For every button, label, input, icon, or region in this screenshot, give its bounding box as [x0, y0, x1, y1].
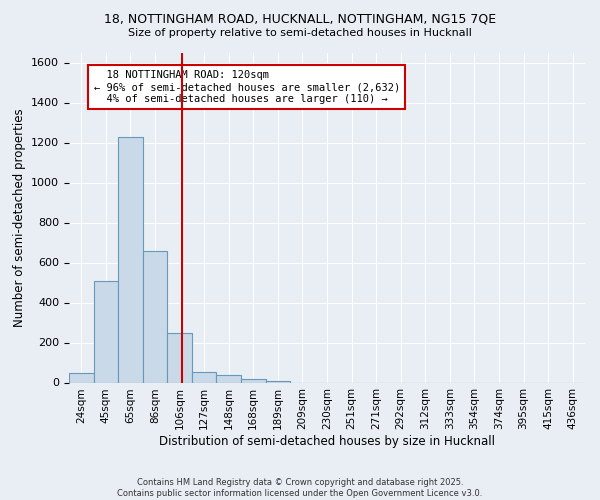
Bar: [143, 250, 167, 382]
Text: Contains HM Land Registry data © Crown copyright and database right 2025.
Contai: Contains HM Land Registry data © Crown c…: [118, 478, 482, 498]
Y-axis label: Number of semi-detached properties: Number of semi-detached properties: [13, 108, 26, 327]
Bar: [167, 332, 192, 382]
Bar: [192, 372, 217, 382]
Text: 18, NOTTINGHAM ROAD, HUCKNALL, NOTTINGHAM, NG15 7QE: 18, NOTTINGHAM ROAD, HUCKNALL, NOTTINGHA…: [104, 12, 496, 26]
Bar: [94, 280, 118, 382]
Text: Size of property relative to semi-detached houses in Hucknall: Size of property relative to semi-detach…: [128, 28, 472, 38]
Bar: [69, 372, 94, 382]
Bar: [266, 380, 290, 382]
Text: 18 NOTTINGHAM ROAD: 120sqm
← 96% of semi-detached houses are smaller (2,632)
  4: 18 NOTTINGHAM ROAD: 120sqm ← 96% of semi…: [94, 70, 400, 104]
X-axis label: Distribution of semi-detached houses by size in Hucknall: Distribution of semi-detached houses by …: [159, 435, 495, 448]
Bar: [118, 136, 143, 382]
Bar: [217, 374, 241, 382]
Bar: [241, 378, 266, 382]
